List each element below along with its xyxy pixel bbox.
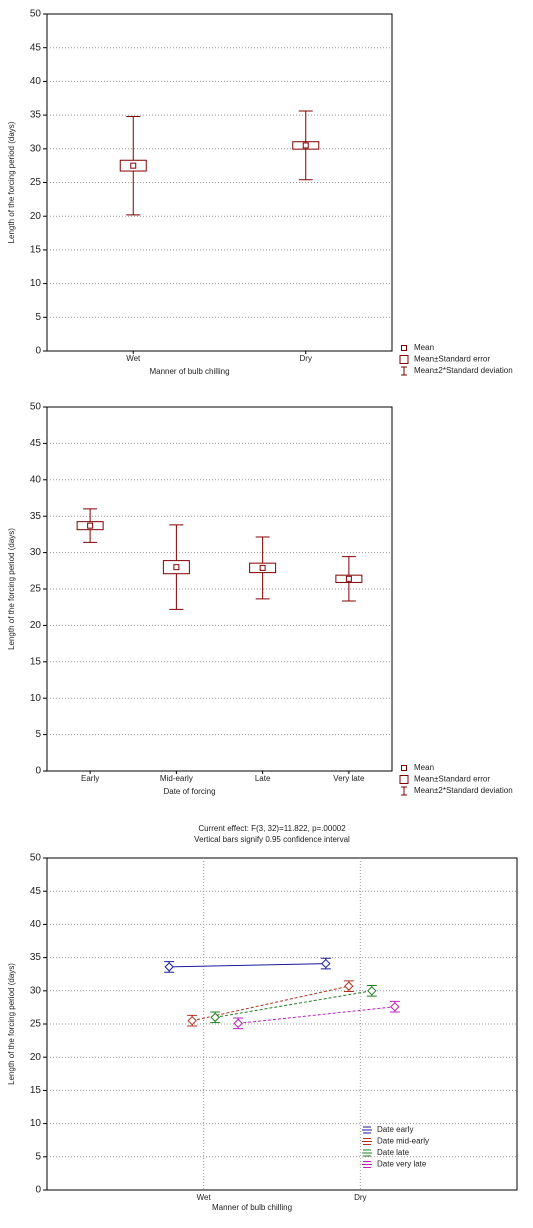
- y-tick-label: 40: [30, 76, 42, 87]
- point-marker: [367, 986, 377, 996]
- series-line: [169, 963, 326, 968]
- mean-marker: [302, 142, 309, 149]
- mean-marker: [345, 575, 352, 582]
- legend-icon: [401, 765, 407, 771]
- legend-icon: [399, 355, 409, 364]
- y-tick-label: 15: [30, 656, 42, 667]
- y-tick-label: 50: [30, 9, 42, 20]
- y-tick-label: 20: [30, 211, 42, 222]
- legend-label: Mean±Standard error: [414, 355, 490, 364]
- point-marker: [210, 1012, 220, 1023]
- y-tick-label: 35: [30, 511, 42, 522]
- y-tick-label: 10: [30, 278, 42, 289]
- y-tick-label: 10: [30, 693, 42, 704]
- y-tick-label: 25: [30, 1019, 42, 1030]
- mean-marker: [130, 162, 137, 169]
- y-tick-label: 25: [30, 177, 42, 188]
- y-axis-label: Length of the forcing period (days): [7, 528, 16, 650]
- x-axis-label: Manner of bulb chilling: [149, 367, 229, 376]
- y-tick-label: 30: [30, 985, 42, 996]
- y-tick-label: 50: [30, 853, 42, 864]
- x-axis-label: Manner of bulb chilling: [212, 1203, 292, 1212]
- chart-subtitle: Vertical bars signify 0.95 confidence in…: [194, 835, 350, 844]
- y-tick-label: 35: [30, 110, 42, 121]
- legend-icon: [362, 1138, 372, 1145]
- x-tick-label: Wet: [126, 354, 141, 363]
- series-line: [192, 985, 349, 1022]
- y-tick-label: 35: [30, 952, 42, 963]
- x-tick-label: Mid-early: [160, 774, 193, 783]
- y-axis-label: Length of the forcing period (days): [7, 963, 16, 1085]
- legend-icon: [362, 1161, 372, 1168]
- y-tick-label: 5: [35, 729, 41, 740]
- y-tick-label: 30: [30, 547, 42, 558]
- x-tick-label: Wet: [197, 1193, 212, 1202]
- x-axis-label: Date of forcing: [163, 787, 215, 796]
- legend-label: Date mid-early: [377, 1137, 429, 1146]
- y-tick-label: 15: [30, 1085, 42, 1096]
- y-tick-label: 0: [35, 346, 41, 357]
- x-tick-label: Early: [81, 774, 99, 783]
- y-tick-label: 50: [30, 402, 42, 413]
- legend-label: Mean: [414, 763, 434, 772]
- legend-label: Mean±2*Standard deviation: [414, 366, 513, 375]
- point-marker: [321, 958, 331, 969]
- x-tick-label: Very late: [333, 774, 365, 783]
- y-tick-label: 0: [35, 1185, 41, 1196]
- y-tick-label: 25: [30, 584, 42, 595]
- y-tick-label: 20: [30, 620, 42, 631]
- y-tick-label: 5: [35, 1151, 41, 1162]
- legend-icon: [401, 345, 407, 351]
- x-tick-label: Dry: [300, 354, 312, 363]
- point-marker: [187, 1015, 197, 1026]
- point-marker: [344, 981, 354, 991]
- legend-label: Date late: [377, 1148, 410, 1157]
- legend-icon: [401, 786, 407, 796]
- x-tick-label: Late: [255, 774, 271, 783]
- mean-marker: [259, 564, 266, 571]
- chart-title: Current effect: F(3, 32)=11.822, p=.0000…: [198, 824, 346, 833]
- legend-icon: [399, 775, 409, 784]
- y-tick-label: 0: [35, 766, 41, 777]
- y-tick-label: 15: [30, 245, 42, 256]
- y-tick-label: 10: [30, 1118, 42, 1129]
- point-marker: [390, 1002, 400, 1012]
- legend-label: Mean: [414, 343, 434, 352]
- legend-label: Date early: [377, 1125, 413, 1134]
- legend-icon: [401, 366, 407, 376]
- y-tick-label: 45: [30, 438, 42, 449]
- y-tick-label: 30: [30, 143, 42, 154]
- legend-label: Date very late: [377, 1160, 427, 1169]
- y-tick-label: 40: [30, 919, 42, 930]
- legend-label: Mean±Standard error: [414, 775, 490, 784]
- y-tick-label: 45: [30, 42, 42, 53]
- y-axis-label: Length of the forcing period (days): [7, 121, 16, 243]
- legend-icon: [362, 1149, 372, 1157]
- legend-label: Mean±2*Standard deviation: [414, 786, 513, 795]
- legend-icon: [362, 1126, 372, 1134]
- mean-marker: [173, 564, 180, 571]
- y-tick-label: 40: [30, 474, 42, 485]
- y-tick-label: 5: [35, 312, 41, 323]
- x-tick-label: Dry: [354, 1193, 366, 1202]
- point-marker: [164, 962, 174, 972]
- y-tick-label: 45: [30, 886, 42, 897]
- series-line: [238, 1006, 395, 1024]
- mean-marker: [87, 522, 94, 529]
- point-marker: [233, 1018, 243, 1029]
- series-line: [215, 990, 372, 1018]
- y-tick-label: 20: [30, 1052, 42, 1063]
